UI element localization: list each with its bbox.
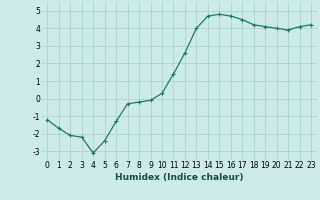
X-axis label: Humidex (Indice chaleur): Humidex (Indice chaleur)	[115, 173, 244, 182]
